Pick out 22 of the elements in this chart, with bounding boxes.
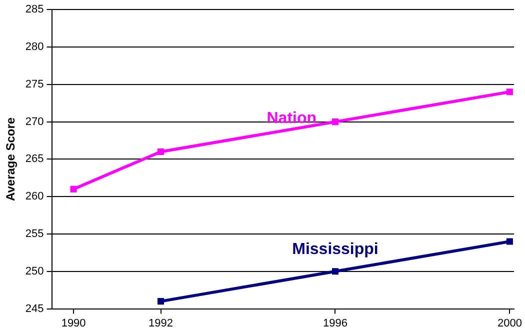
point <box>506 88 513 96</box>
y-tick-label: 250 <box>25 265 44 278</box>
x-tick-label: 1996 <box>323 317 348 330</box>
series-label: Mississippi <box>292 240 378 258</box>
y-tick-label: 265 <box>25 153 44 166</box>
point <box>158 148 164 155</box>
y-tick-label: 245 <box>25 302 44 315</box>
y-tick-label: 280 <box>25 41 44 54</box>
point <box>70 186 77 192</box>
y-tick-label: 275 <box>25 78 44 90</box>
y-tick-label: 260 <box>25 190 44 203</box>
x-tick-label: 1992 <box>148 317 174 330</box>
x-tick-label: 2000 <box>497 317 522 330</box>
point <box>332 268 339 275</box>
y-tick-label: 285 <box>25 4 44 16</box>
y-tick-label: 255 <box>25 228 44 240</box>
point <box>332 118 339 126</box>
y-tick-label: 270 <box>25 116 44 128</box>
point <box>158 298 164 305</box>
x-tick-label: 1990 <box>61 317 86 330</box>
point <box>506 238 513 245</box>
y-axis-title: Average Score <box>4 117 18 202</box>
